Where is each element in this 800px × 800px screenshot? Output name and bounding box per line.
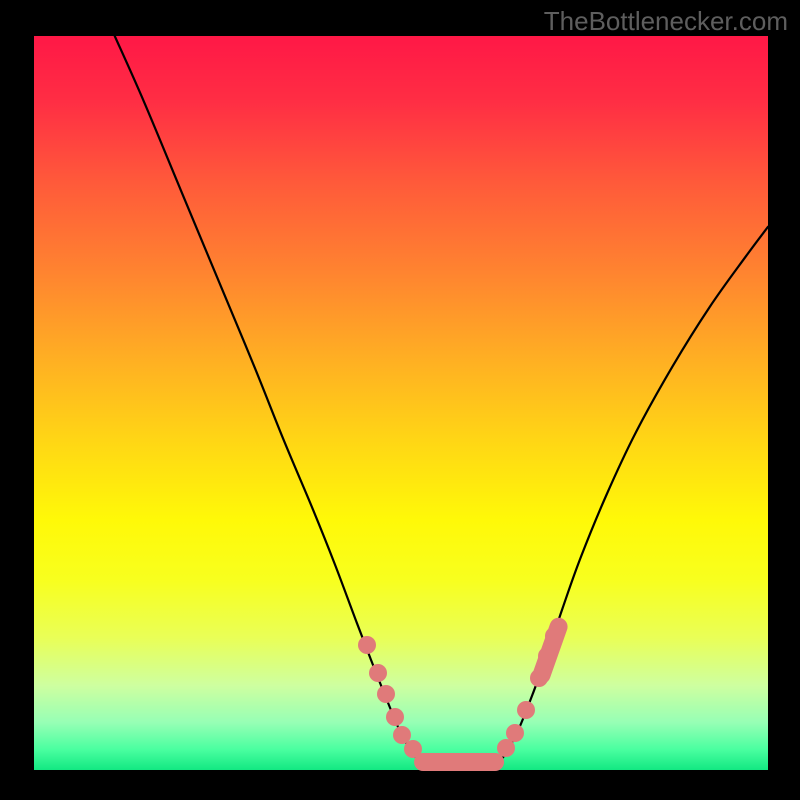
marker-point: [517, 701, 535, 719]
plot-area: [34, 36, 768, 770]
marker-point: [386, 708, 404, 726]
marker-point: [506, 724, 524, 742]
marker-point: [369, 664, 387, 682]
marker-point: [377, 685, 395, 703]
watermark-text: TheBottlenecker.com: [544, 6, 788, 37]
marker-stadium: [530, 615, 570, 686]
marker-stadium: [414, 753, 504, 771]
markers-layer: [34, 36, 768, 770]
marker-point: [358, 636, 376, 654]
